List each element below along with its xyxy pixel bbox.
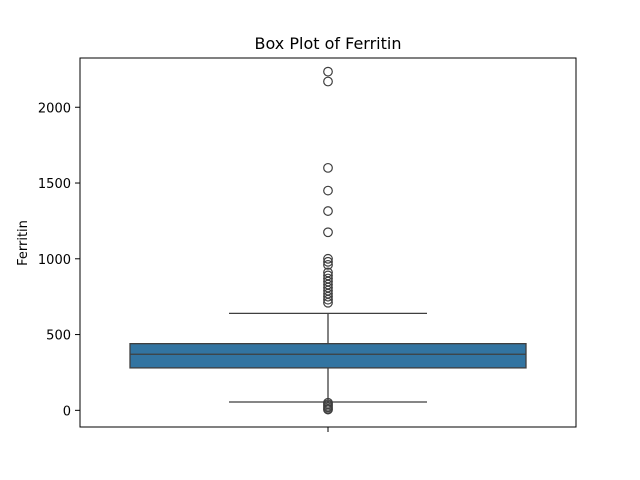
plot-area [129, 66, 527, 415]
outlier-point [323, 253, 333, 264]
y-tick-label: 2000 [38, 101, 71, 116]
outlier-point [323, 206, 333, 216]
outlier-point [323, 404, 333, 415]
y-axis-label: Ferritin [16, 220, 31, 266]
iqr-box [129, 343, 527, 369]
y-tick-label: 1000 [38, 253, 71, 268]
y-tick-label: 500 [46, 329, 71, 344]
outlier-point [323, 256, 333, 267]
outlier-point [323, 291, 333, 302]
y-tick-label: 0 [63, 404, 71, 419]
outlier-point [323, 66, 333, 77]
outlier-point [323, 185, 333, 196]
outlier-point [323, 76, 333, 87]
outlier-point [323, 162, 333, 173]
chart-title: Box Plot of Ferritin [255, 34, 402, 53]
y-tick-label: 1500 [38, 177, 71, 192]
outlier-point [323, 297, 333, 308]
outlier-point [323, 227, 333, 238]
outlier-point [323, 259, 333, 270]
outlier-point [323, 294, 333, 305]
